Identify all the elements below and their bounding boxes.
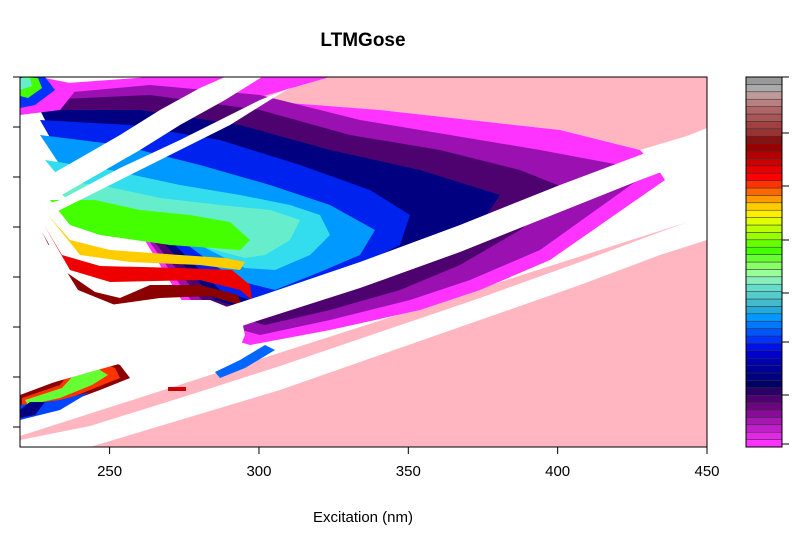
colorbar-segment xyxy=(745,424,783,433)
colorbar-segment xyxy=(745,172,783,181)
colorbar-segment xyxy=(745,372,783,381)
colorbar-segment xyxy=(745,121,783,130)
colorbar-segment xyxy=(745,439,783,448)
lower-band-green xyxy=(25,367,108,405)
colorbar-segment xyxy=(745,76,783,85)
corner-band-cyan xyxy=(20,78,32,90)
colorbar-segment xyxy=(745,158,783,167)
colorbar-segment xyxy=(745,202,783,211)
colorbar-segment xyxy=(745,150,783,159)
colorbar-segment xyxy=(745,394,783,403)
colorbar-segment xyxy=(745,306,783,315)
colorbar-segment xyxy=(745,417,783,426)
colorbar-segment xyxy=(745,224,783,233)
colorbar-segment xyxy=(745,335,783,344)
colorbar-segment xyxy=(745,298,783,307)
lower-band-blue xyxy=(20,392,90,420)
colorbar-segment xyxy=(745,269,783,278)
low-intensity-region-upper xyxy=(250,77,707,150)
colorbar-segment xyxy=(745,246,783,255)
colorbar xyxy=(745,76,783,448)
scatter-band-2 xyxy=(20,88,290,230)
colorbar-segment xyxy=(745,135,783,144)
intensity-band-red xyxy=(44,225,252,300)
colorbar-segment xyxy=(745,365,783,374)
colorbar-segment xyxy=(745,313,783,322)
x-tick-label: 450 xyxy=(694,463,719,480)
colorbar-segment xyxy=(745,431,783,440)
x-tick-label: 350 xyxy=(396,463,421,480)
x-axis: 250 300 350 400 450 xyxy=(97,447,720,480)
chart-title: LTMGose xyxy=(320,30,405,51)
heatmap-plot-area xyxy=(20,77,707,447)
small-blue-mark xyxy=(215,345,275,378)
colorbar-segment xyxy=(745,239,783,248)
colorbar-segment xyxy=(745,128,783,137)
colorbar-segment xyxy=(745,409,783,418)
colorbar-ticks xyxy=(782,76,789,445)
y-axis xyxy=(13,76,20,428)
colorbar-segment xyxy=(745,328,783,337)
scatter-band-1 xyxy=(20,77,262,208)
colorbar-segment xyxy=(745,232,783,241)
colorbar-segment xyxy=(745,343,783,352)
colorbar-segment xyxy=(745,387,783,396)
colorbar-segment xyxy=(745,261,783,270)
colorbar-segment xyxy=(745,165,783,174)
x-axis-title: Excitation (nm) xyxy=(313,509,413,526)
plot-frame xyxy=(19,76,708,448)
intensity-band-green xyxy=(50,200,250,250)
colorbar-segment xyxy=(745,195,783,204)
colorbar-segment xyxy=(745,320,783,329)
scatter-band-3 xyxy=(20,128,707,392)
intensity-band-yellow xyxy=(48,215,245,270)
colorbar-segment xyxy=(745,357,783,366)
colorbar-segment xyxy=(745,113,783,122)
low-intensity-region xyxy=(20,215,707,447)
colorbar-segment xyxy=(745,84,783,93)
x-tick-label: 250 xyxy=(97,463,122,480)
colorbar-segment xyxy=(745,91,783,100)
lower-band-dark xyxy=(20,402,45,418)
colorbar-segment xyxy=(745,143,783,152)
small-red-mark xyxy=(168,387,186,391)
colorbar-segment xyxy=(745,402,783,411)
x-tick-label: 400 xyxy=(545,463,570,480)
colorbar-segment xyxy=(745,217,783,226)
colorbar-frame xyxy=(745,76,783,448)
colorbar-segment xyxy=(745,254,783,263)
colorbar-segment xyxy=(745,187,783,196)
colorbar-segment xyxy=(745,106,783,115)
x-tick-label: 300 xyxy=(246,463,271,480)
colorbar-segment xyxy=(745,209,783,218)
colorbar-segment xyxy=(745,98,783,107)
colorbar-segment xyxy=(745,276,783,285)
colorbar-segment xyxy=(745,350,783,359)
colorbar-segment xyxy=(745,291,783,300)
colorbar-segment xyxy=(745,380,783,389)
colorbar-segment xyxy=(745,283,783,292)
colorbar-segment xyxy=(745,180,783,189)
